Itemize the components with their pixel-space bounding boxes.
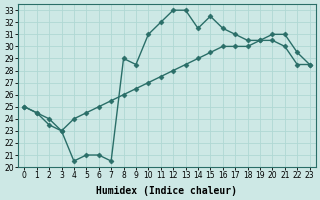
X-axis label: Humidex (Indice chaleur): Humidex (Indice chaleur) bbox=[96, 186, 237, 196]
